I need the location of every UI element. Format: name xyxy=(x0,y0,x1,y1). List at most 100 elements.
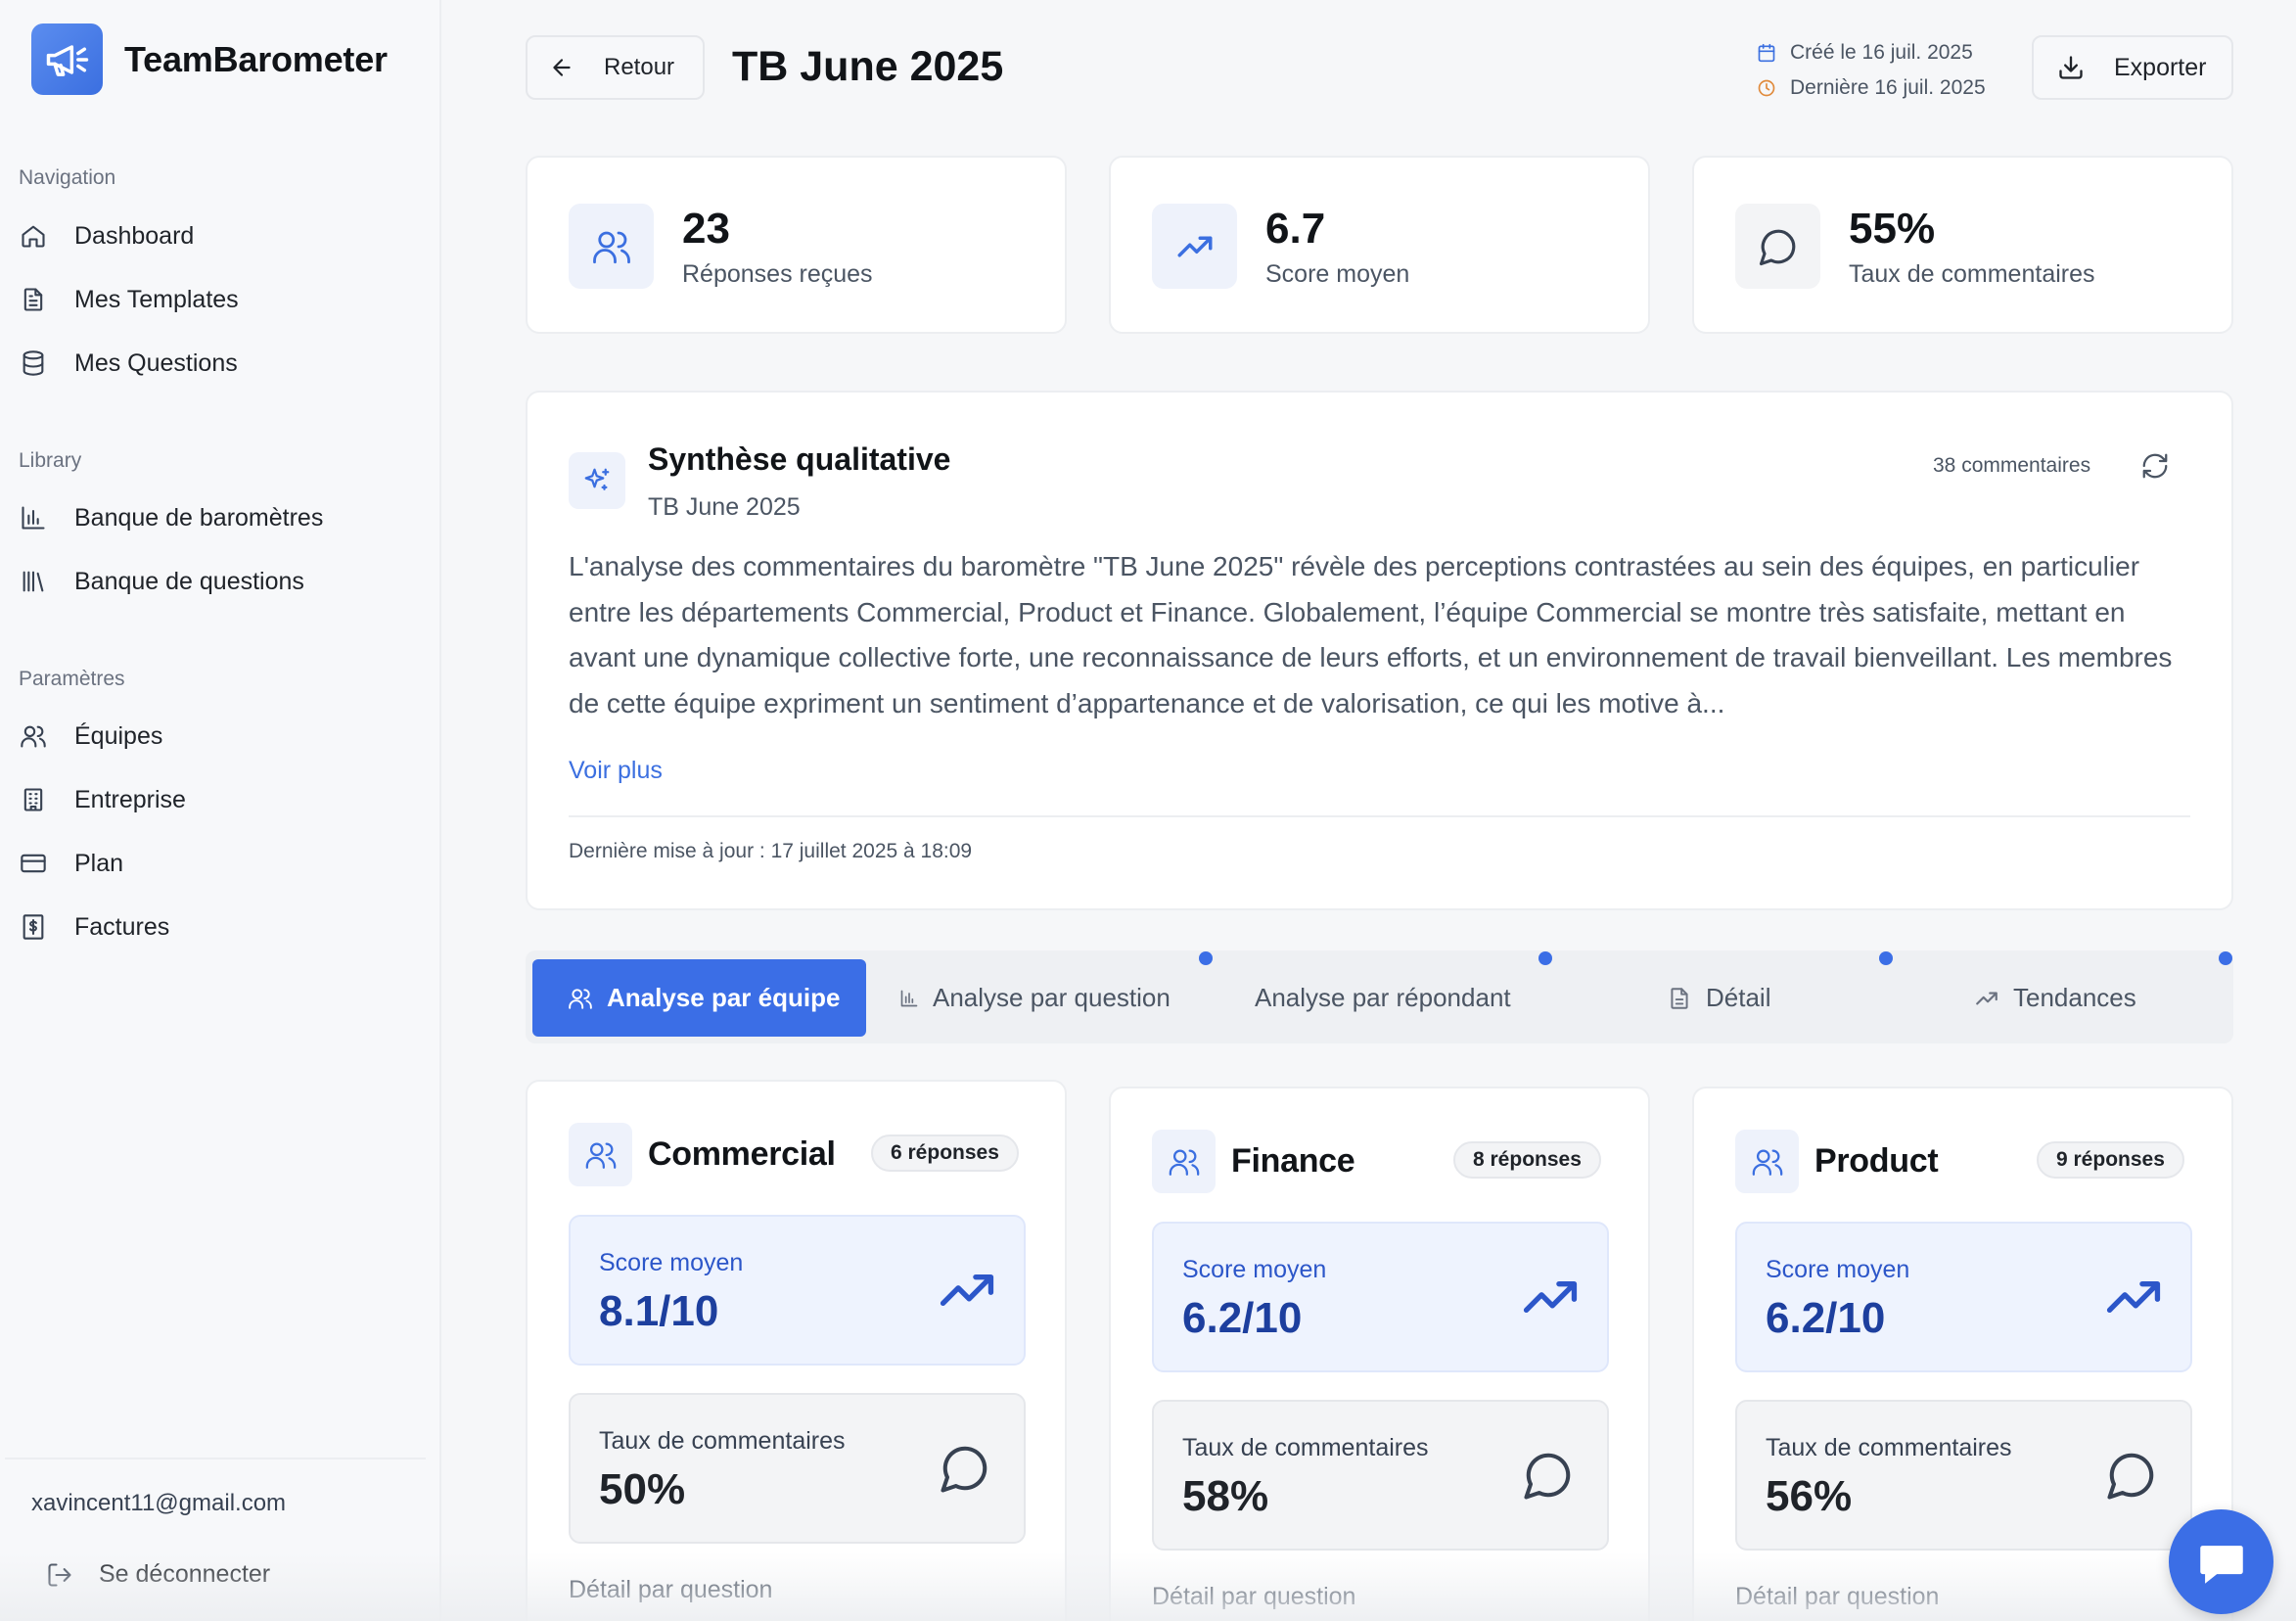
score-label: Score moyen xyxy=(1182,1256,1327,1283)
building-icon xyxy=(19,785,48,814)
database-icon xyxy=(19,348,48,378)
arrow-left-icon xyxy=(549,55,574,80)
calendar-icon xyxy=(1757,43,1776,63)
synthesis-body: L'analyse des commentaires du baromètre … xyxy=(569,551,2173,718)
comment-value: 56% xyxy=(1766,1472,1853,1520)
sparkles-icon xyxy=(569,452,625,509)
users-icon xyxy=(569,1123,632,1186)
sidebar-item-questions[interactable]: Mes Questions xyxy=(19,336,420,391)
sidebar-item-equipes[interactable]: Équipes xyxy=(19,709,420,764)
score-value: 6.2/10 xyxy=(1182,1294,1303,1342)
tab-tendances[interactable]: Tendances xyxy=(1974,959,2136,1037)
download-icon xyxy=(2057,54,2085,81)
sidebar-item-entreprise[interactable]: Entreprise xyxy=(19,772,420,827)
brand[interactable]: TeamBarometer xyxy=(31,23,388,95)
sidebar-item-banque-questions[interactable]: Banque de questions xyxy=(19,554,420,609)
sidebar-item-label: Entreprise xyxy=(74,785,186,813)
back-label: Retour xyxy=(604,54,675,80)
stat-card-comments: 55% Taux de commentaires xyxy=(1692,156,2233,334)
tab-label: Analyse par question xyxy=(933,983,1171,1012)
users-icon xyxy=(568,986,593,1011)
trending-up-icon xyxy=(1152,204,1237,289)
detail-label: Détail par question xyxy=(569,1576,773,1603)
home-icon xyxy=(19,221,48,251)
score-box: Score moyen 6.2/10 xyxy=(1152,1222,1609,1372)
sidebar-item-templates[interactable]: Mes Templates xyxy=(19,272,420,327)
score-value: 6.2/10 xyxy=(1766,1294,1886,1342)
file-icon xyxy=(1667,986,1692,1011)
nav-section-library: Library xyxy=(19,449,82,472)
export-button[interactable]: Exporter xyxy=(2032,35,2233,100)
team-card-product[interactable]: Product 9 réponses Score moyen 6.2/10 Ta… xyxy=(1692,1087,2233,1621)
logout-label: Se déconnecter xyxy=(99,1560,271,1588)
refresh-icon[interactable] xyxy=(2140,451,2170,481)
tab-label: Tendances xyxy=(2013,983,2136,1012)
comment-label: Taux de commentaires xyxy=(599,1427,846,1455)
tab-label: Détail xyxy=(1706,983,1771,1012)
sidebar-item-label: Banque de baromètres xyxy=(74,503,324,532)
sidebar-item-barometres[interactable]: Banque de baromètres xyxy=(19,490,420,545)
synthesis-title: Synthèse qualitative xyxy=(648,441,951,477)
sidebar-item-label: Mes Templates xyxy=(74,285,239,313)
stat-label: Réponses reçues xyxy=(682,260,873,288)
clock-icon xyxy=(1757,78,1776,98)
voir-plus-link[interactable]: Voir plus xyxy=(569,757,663,784)
users-icon xyxy=(19,721,48,751)
comment-label: Taux de commentaires xyxy=(1766,1434,2012,1461)
sidebar-divider xyxy=(5,1458,426,1459)
team-name: Product xyxy=(1814,1142,1939,1180)
sidebar: TeamBarometer Navigation Dashboard Mes T… xyxy=(0,0,441,1621)
chat-button[interactable] xyxy=(2169,1509,2273,1614)
nav-section-parametres: Paramètres xyxy=(19,668,125,690)
sidebar-item-label: Factures xyxy=(74,912,170,941)
last-updated: Dernière mise à jour : 17 juillet 2025 à… xyxy=(569,840,973,862)
team-card-commercial[interactable]: Commercial 6 réponses Score moyen 8.1/10… xyxy=(526,1080,1067,1621)
back-button[interactable]: Retour xyxy=(526,35,705,100)
sidebar-item-label: Banque de questions xyxy=(74,567,304,595)
last-date: Dernière 16 juil. 2025 xyxy=(1757,70,1986,106)
stat-card-responses: 23 Réponses reçues xyxy=(526,156,1067,334)
synthesis-card: Synthèse qualitative TB June 2025 38 com… xyxy=(526,391,2233,910)
trending-up-icon xyxy=(1522,1277,1579,1317)
tab-analyse-question[interactable]: Analyse par question xyxy=(899,959,1171,1037)
sidebar-item-factures[interactable]: Factures xyxy=(19,900,420,954)
meta-dates: Créé le 16 juil. 2025 Dernière 16 juil. … xyxy=(1757,35,1986,106)
message-icon xyxy=(939,1442,991,1495)
trending-up-icon xyxy=(939,1271,995,1310)
message-icon xyxy=(1735,204,1820,289)
file-icon xyxy=(19,285,48,314)
export-label: Exporter xyxy=(2114,53,2207,81)
tab-bar: Analyse par équipe Analyse par question … xyxy=(526,950,2233,1043)
tab-indicator-dot xyxy=(2219,951,2232,965)
stat-card-score: 6.7 Score moyen xyxy=(1109,156,1650,334)
users-icon xyxy=(1152,1130,1216,1193)
sidebar-item-dashboard[interactable]: Dashboard xyxy=(19,208,420,263)
divider xyxy=(569,815,2190,817)
team-card-finance[interactable]: Finance 8 réponses Score moyen 6.2/10 Ta… xyxy=(1109,1087,1650,1621)
logout-button[interactable]: Se déconnecter xyxy=(46,1560,270,1589)
tab-analyse-repondant[interactable]: Analyse par répondant xyxy=(1255,959,1511,1037)
responses-badge: 9 réponses xyxy=(2037,1141,2184,1179)
comment-box: Taux de commentaires 50% xyxy=(569,1393,1026,1544)
sidebar-item-plan[interactable]: Plan xyxy=(19,836,420,891)
invoice-icon xyxy=(19,912,48,942)
trending-up-icon xyxy=(1974,986,1999,1011)
comment-value: 50% xyxy=(599,1465,686,1513)
nav-section-navigation: Navigation xyxy=(19,166,116,189)
tab-detail[interactable]: Détail xyxy=(1667,959,1770,1037)
responses-badge: 6 réponses xyxy=(871,1135,1019,1172)
detail-label: Détail par question xyxy=(1735,1583,1940,1610)
detail-label: Détail par question xyxy=(1152,1583,1356,1610)
credit-card-icon xyxy=(19,849,48,878)
stat-value: 23 xyxy=(682,205,730,253)
tab-label: Analyse par répondant xyxy=(1255,983,1511,1012)
library-icon xyxy=(19,567,48,596)
team-name: Commercial xyxy=(648,1135,836,1173)
megaphone-icon xyxy=(31,23,103,95)
user-email: xavincent11@gmail.com xyxy=(31,1490,287,1516)
stat-value: 55% xyxy=(1849,205,1936,253)
stat-label: Taux de commentaires xyxy=(1849,260,2095,288)
tab-analyse-equipe[interactable]: Analyse par équipe xyxy=(532,959,866,1037)
score-box: Score moyen 8.1/10 xyxy=(569,1215,1026,1366)
synthesis-subtitle: TB June 2025 xyxy=(648,493,801,521)
